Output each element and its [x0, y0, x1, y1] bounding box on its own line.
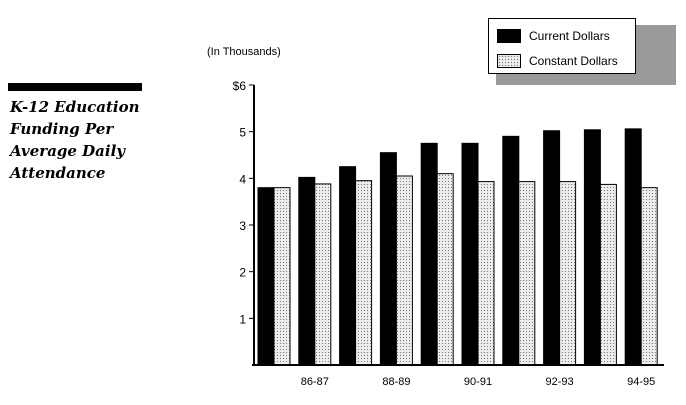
bar-current-92-93	[543, 130, 561, 366]
legend-label-constant: Constant Dollars	[529, 54, 618, 68]
x-tick-label: 88-89	[382, 376, 410, 388]
x-tick-label: 92-93	[546, 376, 574, 388]
legend-item-constant: Constant Dollars	[497, 54, 618, 68]
legend-item-current: Current Dollars	[497, 29, 610, 43]
bar-current-93-94	[583, 129, 601, 366]
bar-current-87-88	[339, 166, 357, 366]
title-bar-decoration	[8, 83, 142, 91]
bar-constant-91-92	[518, 181, 536, 366]
chart-title-line: K-12 Education	[10, 98, 140, 116]
bar-constant-94-95	[640, 187, 658, 366]
bar-constant-93-94	[599, 183, 617, 366]
bar-constant-85-86	[273, 187, 291, 366]
legend-swatch-current	[497, 29, 521, 43]
bar-constant-89-90	[436, 173, 454, 366]
bar-constant-88-89	[395, 175, 413, 366]
chart-title-line: Average Daily	[10, 142, 126, 160]
bar-current-90-91	[461, 142, 479, 366]
y-units-label: (In Thousands)	[207, 46, 281, 58]
bar-current-88-89	[379, 152, 397, 366]
chart-title-line: Funding Per	[10, 120, 114, 138]
y-tick-label: 4	[239, 172, 246, 186]
bar-constant-92-93	[559, 181, 577, 366]
y-tick-label: 1	[239, 312, 246, 326]
x-tick-label: 94-95	[627, 376, 655, 388]
legend-label-current: Current Dollars	[529, 29, 610, 43]
bar-current-85-86	[257, 187, 275, 366]
y-tick-label: 2	[239, 266, 246, 280]
chart-title: K-12 Education Funding Per Average Daily…	[10, 96, 190, 184]
bar-constant-86-87	[314, 183, 332, 366]
chart-title-line: Attendance	[10, 164, 106, 182]
bar-constant-90-91	[477, 181, 495, 366]
legend-swatch-constant	[497, 54, 521, 68]
legend: Current Dollars Constant Dollars	[488, 18, 636, 74]
bar-constant-87-88	[355, 180, 373, 366]
x-tick-label: 86-87	[301, 376, 329, 388]
y-tick-label: 5	[239, 126, 246, 140]
y-tick-label: 3	[239, 219, 246, 233]
y-tick-label: $6	[233, 79, 247, 93]
bar-current-89-90	[420, 142, 438, 366]
bar-current-94-95	[624, 128, 642, 366]
x-tick-label: 90-91	[464, 376, 492, 388]
bar-current-86-87	[298, 176, 316, 366]
bar-current-91-92	[502, 135, 520, 366]
